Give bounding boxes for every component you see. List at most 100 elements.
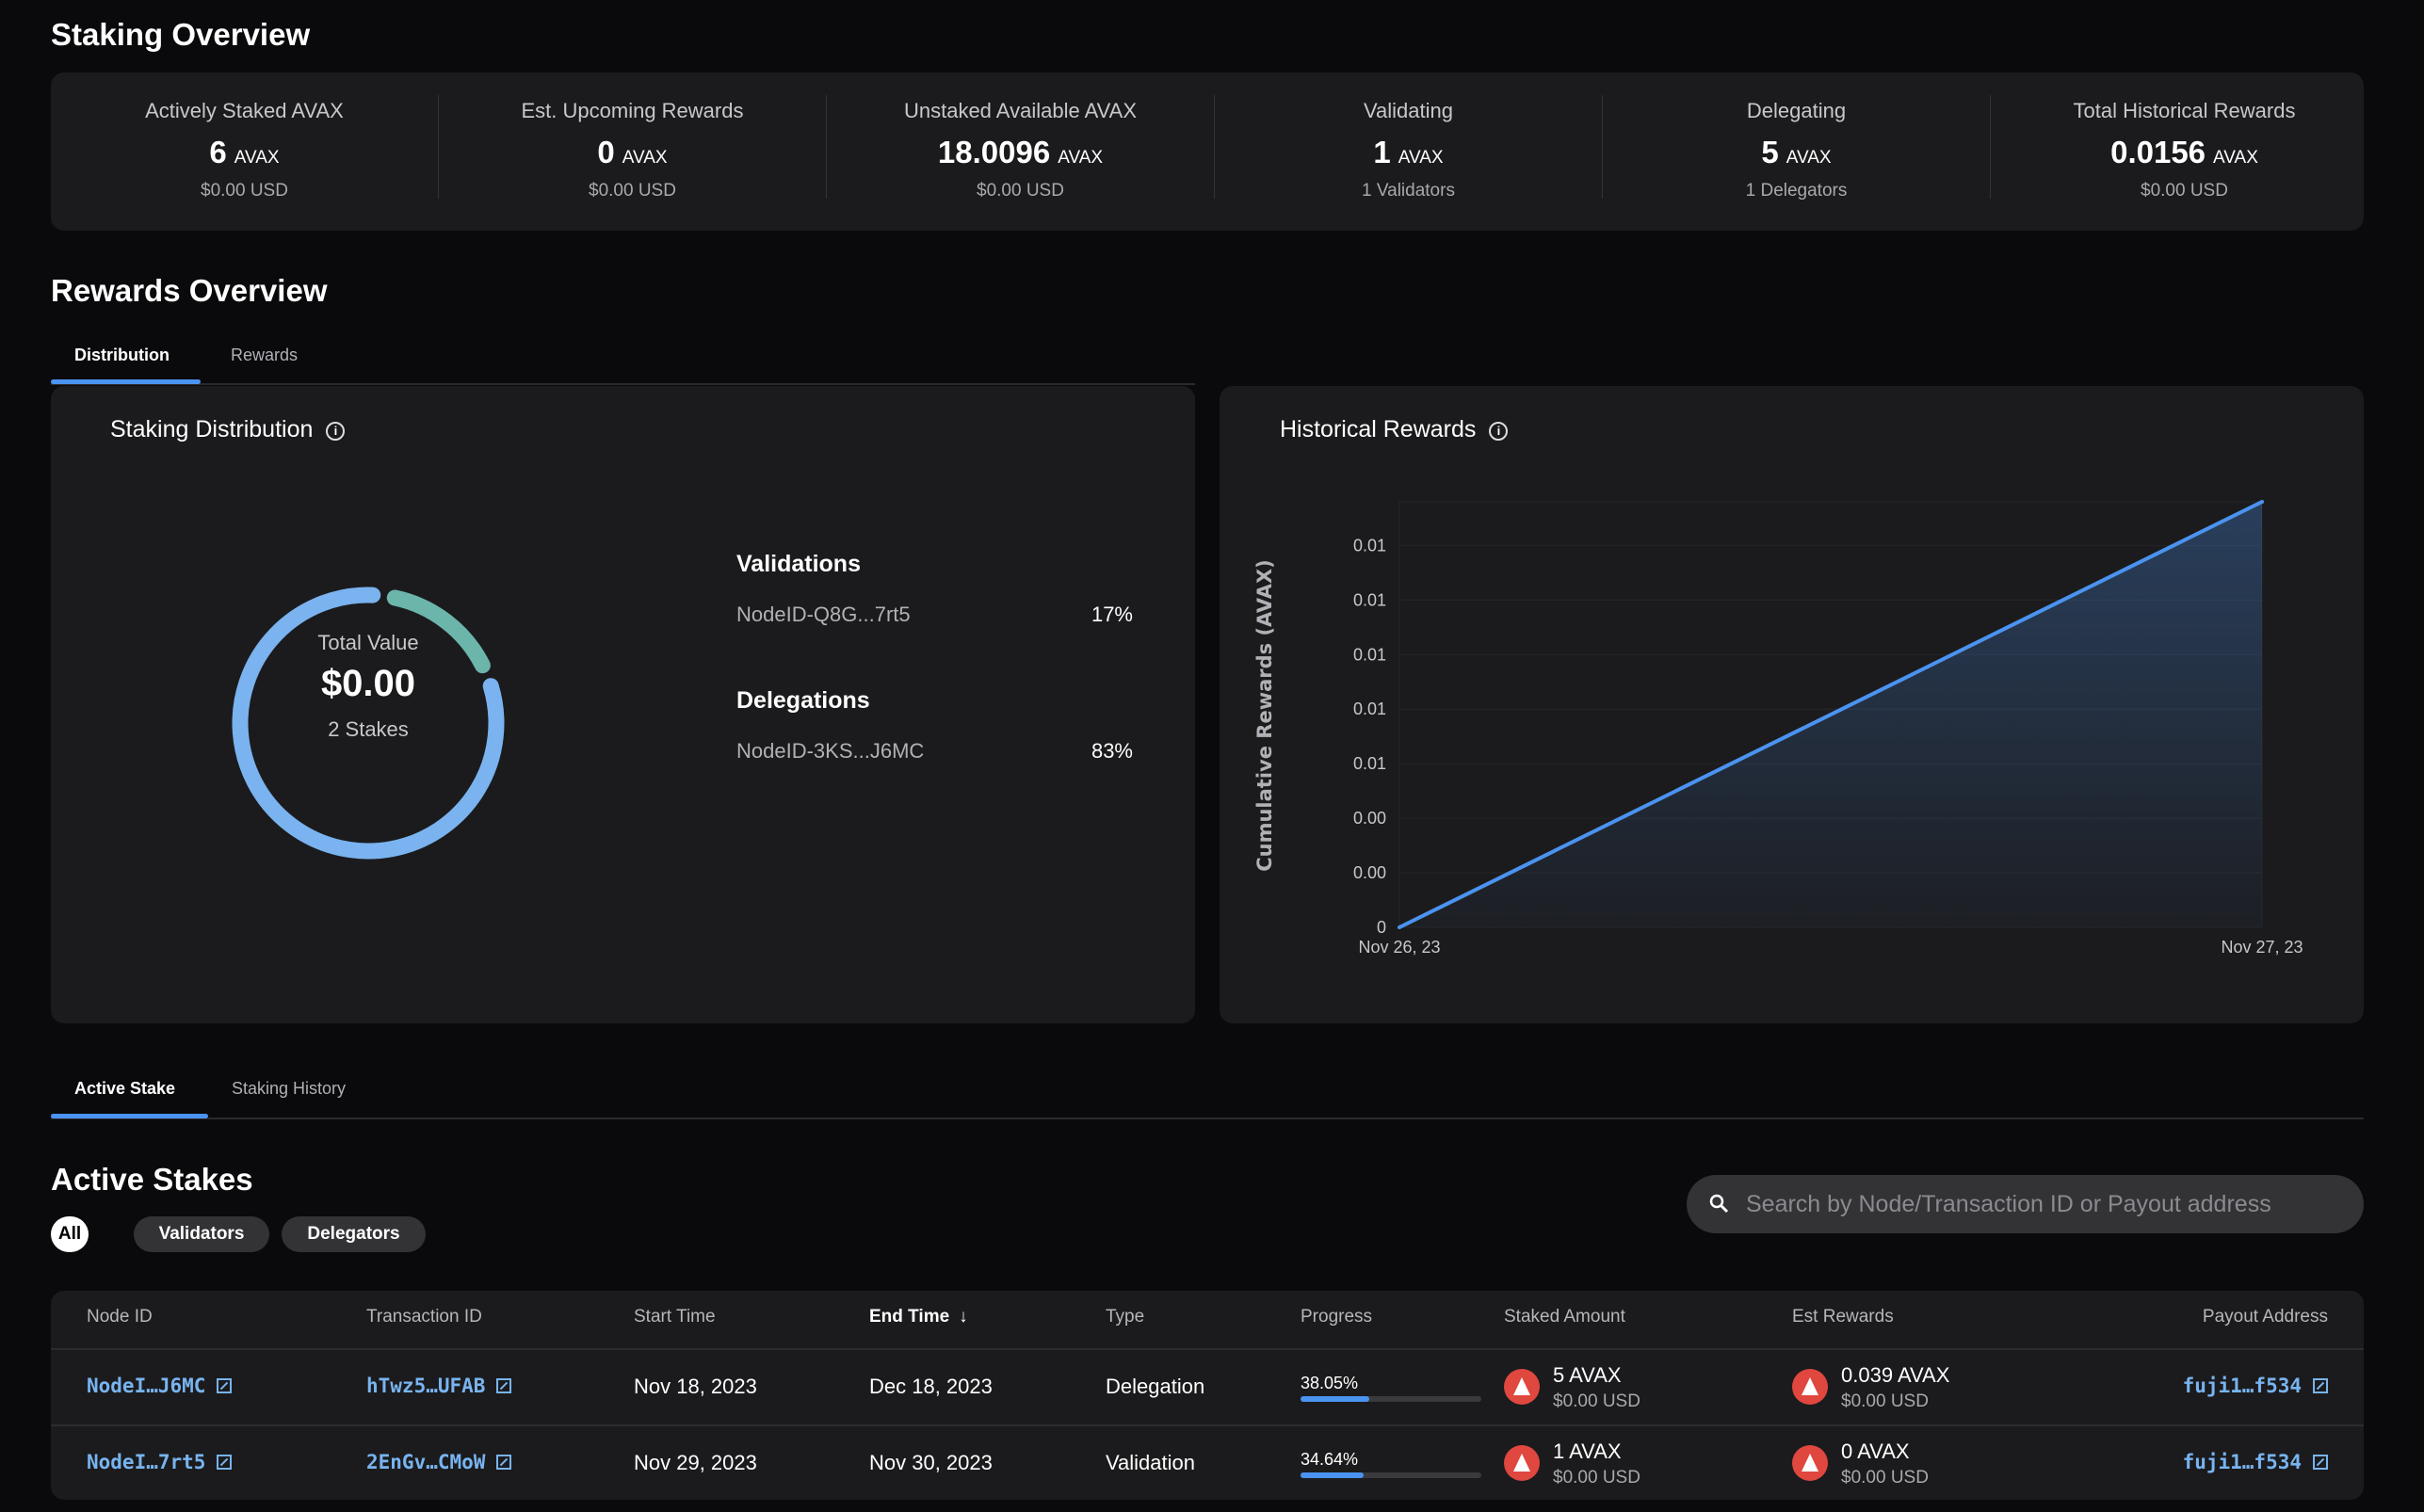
avax-logo-icon (1504, 1445, 1540, 1481)
tab-bar-line (51, 383, 1195, 385)
stat-unit: AVAX (1058, 148, 1104, 168)
info-icon[interactable]: i (1489, 422, 1509, 441)
column-header-est-rewards[interactable]: Est Rewards (1792, 1307, 1894, 1327)
progress-label: 38.05% (1301, 1374, 1359, 1392)
x-tick-label: Nov 27, 23 (2221, 938, 2303, 957)
tab-active-stake[interactable]: Active Stake (74, 1079, 176, 1098)
tx-id-text: hTwz5…UFAB (366, 1375, 486, 1397)
end-time: Nov 30, 2023 (869, 1451, 993, 1474)
stat-sub: 1 Validators (1362, 181, 1455, 201)
active-tab-indicator (51, 379, 201, 384)
donut-segment-delegations[interactable] (232, 587, 505, 860)
rewards-overview-title: Rewards Overview (51, 273, 328, 308)
rewards-line (1398, 500, 2263, 929)
historical-rewards-chart: Cumulative Rewards (AVAX) 0 0.00 0.00 0.01 0… (1253, 500, 2303, 957)
stat-label: Actively Staked AVAX (145, 99, 344, 122)
stakes-table (51, 1291, 2364, 1500)
stat-sub: $0.00 USD (977, 181, 1064, 201)
filter-all[interactable]: All (51, 1216, 89, 1252)
staking-overview-title: Staking Overview (51, 17, 311, 52)
tx-id-text: 2EnGv…CMoW (366, 1451, 486, 1473)
divider (826, 95, 827, 199)
stat-label: Validating (1364, 99, 1453, 122)
node-id-link[interactable]: NodeI…7rt5 (87, 1451, 233, 1473)
row-divider (51, 1424, 2364, 1426)
sort-down-icon: ↓ (959, 1307, 968, 1327)
active-stakes-title: Active Stakes (51, 1162, 253, 1197)
progress-bar-fill (1301, 1396, 1370, 1402)
transaction-id-link[interactable]: 2EnGv…CMoW (366, 1451, 512, 1473)
legend-node-delegations: NodeID-3KS...J6MC (736, 739, 925, 763)
search-icon (1709, 1194, 1729, 1214)
filter-validators[interactable]: Validators (134, 1216, 269, 1252)
stake-type: Validation (1106, 1451, 1195, 1474)
stat-validating: Validating 1 AVAX 1 Validators (1215, 72, 1602, 231)
data-point (1398, 925, 1401, 929)
progress-bar-fill (1301, 1472, 1364, 1478)
column-header-node-id[interactable]: Node ID (87, 1307, 153, 1327)
tab-staking-history[interactable]: Staking History (232, 1079, 347, 1098)
external-link-icon (496, 1455, 512, 1470)
y-tick-label: 0 (1377, 918, 1386, 937)
stat-unit: AVAX (1786, 148, 1832, 168)
payout-address-link[interactable]: fuji1…f534 (2183, 1451, 2328, 1473)
stat-unit: AVAX (234, 148, 280, 168)
y-tick-label: 0.00 (1353, 863, 1386, 882)
stat-delegating: Delegating 5 AVAX 1 Delegators (1603, 72, 1990, 231)
avax-logo-icon (1792, 1369, 1828, 1405)
data-point (2260, 500, 2264, 504)
y-tick-label: 0.01 (1353, 590, 1386, 609)
active-tab-indicator (51, 1114, 208, 1118)
column-header-staked-amount[interactable]: Staked Amount (1504, 1307, 1625, 1327)
tab-distribution[interactable]: Distribution (74, 346, 170, 364)
stat-unit: AVAX (1398, 148, 1444, 168)
stat-sub: 1 Delegators (1745, 181, 1848, 201)
stat-value: 0.0156 (2110, 135, 2206, 169)
legend-node-validations: NodeID-Q8G...7rt5 (736, 603, 911, 626)
stat-sub: $0.00 USD (201, 181, 288, 201)
divider (1990, 95, 1991, 199)
column-header-start-time[interactable]: Start Time (634, 1307, 716, 1327)
external-link-icon (217, 1378, 233, 1393)
stat-label: Est. Upcoming Rewards (521, 99, 744, 122)
transaction-id-link[interactable]: hTwz5…UFAB (366, 1375, 512, 1397)
external-link-icon (217, 1455, 233, 1470)
divider (438, 95, 439, 199)
column-header-type[interactable]: Type (1106, 1307, 1145, 1327)
stat-value: 5 (1761, 135, 1779, 169)
stake-type: Delegation (1106, 1375, 1205, 1398)
stat-value: 1 (1373, 135, 1391, 169)
stat-label: Total Historical Rewards (2073, 99, 2296, 122)
external-link-icon (2313, 1455, 2328, 1470)
node-id-text: NodeI…J6MC (87, 1375, 206, 1397)
payout-text: fuji1…f534 (2182, 1451, 2302, 1473)
tab-rewards[interactable]: Rewards (231, 346, 299, 364)
progress-bar (1301, 1472, 1481, 1478)
staked-amount-usd: $0.00 USD (1553, 1391, 1640, 1411)
staked-amount-usd: $0.00 USD (1553, 1468, 1640, 1488)
column-header-progress[interactable]: Progress (1301, 1307, 1373, 1327)
start-time: Nov 29, 2023 (634, 1451, 757, 1474)
donut-center-value: $0.00 (320, 663, 416, 704)
donut-segment-validations[interactable] (386, 589, 491, 674)
stat-value: 6 (209, 135, 227, 169)
start-time: Nov 18, 2023 (634, 1375, 757, 1398)
column-header-payout-address[interactable]: Payout Address (2202, 1307, 2328, 1327)
x-tick-label: Nov 26, 23 (1358, 938, 1440, 957)
info-icon[interactable]: i (326, 422, 346, 441)
avax-logo-icon (1504, 1369, 1540, 1405)
stat-unstaked-available: Unstaked Available AVAX 18.0096 AVAX $0.00 … (827, 72, 1214, 231)
column-header-transaction-id[interactable]: Transaction ID (366, 1307, 482, 1327)
search-placeholder: Search by Node/Transaction ID or Payout … (1746, 1191, 2271, 1217)
filter-delegators[interactable]: Delegators (282, 1216, 426, 1252)
column-header-end-time[interactable]: End Time ↓ (869, 1307, 968, 1327)
stat-sub: $0.00 USD (2141, 181, 2228, 201)
search-input[interactable]: Search by Node/Transaction ID or Payout … (1687, 1175, 2364, 1233)
end-time-label: End Time (869, 1307, 950, 1327)
stat-sub: $0.00 USD (589, 181, 676, 201)
legend-heading-validations: Validations (736, 551, 861, 577)
payout-address-link[interactable]: fuji1…f534 (2183, 1375, 2328, 1397)
stats-card: Actively Staked AVAX 6 AVAX $0.00 USD Est. … (51, 72, 2364, 231)
node-id-link[interactable]: NodeI…J6MC (87, 1375, 233, 1397)
y-tick-label: 0.01 (1353, 754, 1386, 773)
